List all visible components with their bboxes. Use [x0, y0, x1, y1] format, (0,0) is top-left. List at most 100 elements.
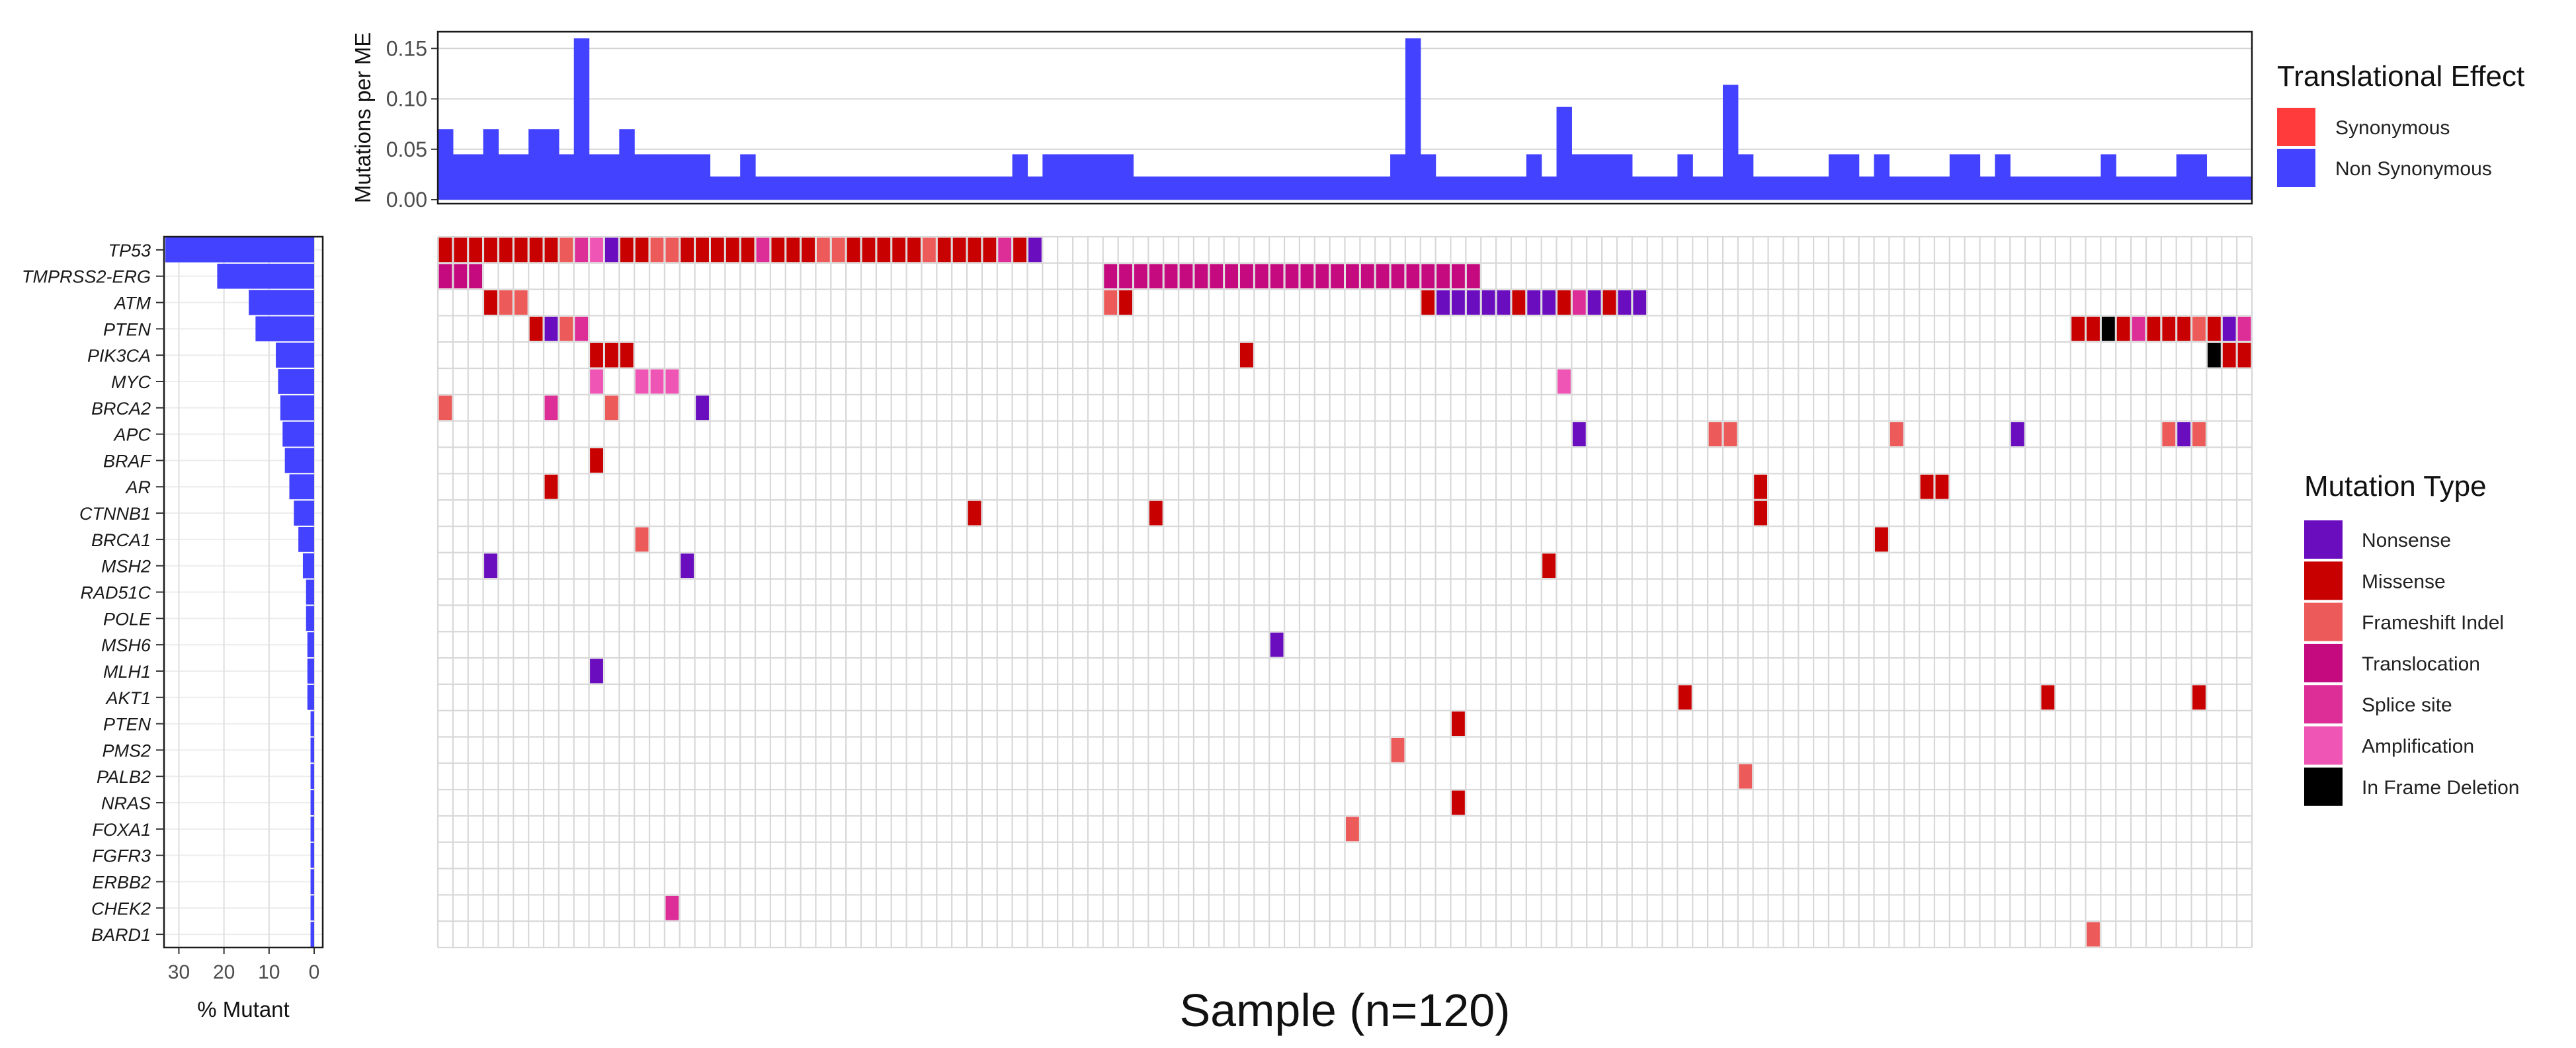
mutation-cell — [575, 316, 589, 341]
mutation-cell — [1360, 264, 1374, 289]
burden-bar — [936, 176, 952, 200]
burden-bar — [694, 154, 711, 200]
mutation-cell — [1013, 237, 1026, 262]
burden-bar — [1843, 154, 1860, 200]
burden-bar — [1571, 154, 1587, 200]
percent-bar — [310, 842, 314, 868]
legend-label: Nonsense — [2362, 530, 2451, 551]
mutation-cell — [1149, 501, 1163, 526]
mutation-cell — [2177, 422, 2191, 447]
mutation-cell — [1587, 290, 1601, 315]
legend-swatch — [2304, 726, 2343, 765]
mutation-cell — [1119, 264, 1132, 289]
burden-bar — [1148, 176, 1164, 200]
burden-bar — [1616, 154, 1633, 200]
x-axis-title: Sample (n=120) — [1179, 985, 1510, 1036]
burden-bar — [573, 38, 590, 200]
burden-bar — [1269, 176, 1285, 200]
mutation-cell — [454, 237, 468, 262]
legend-title: Translational Effect — [2277, 60, 2524, 93]
mutation-cell — [1436, 264, 1450, 289]
percent-bar — [307, 632, 314, 658]
burden-bar — [831, 176, 847, 200]
oncoprint-heatmap: Sample (n=120) — [436, 235, 2253, 1036]
burden-bar — [921, 176, 937, 200]
mutation-cell — [1739, 764, 1753, 789]
mutation-cell — [1572, 290, 1586, 315]
burden-bar — [2191, 154, 2208, 200]
burden-bar — [2010, 176, 2026, 200]
mutation-cell — [2177, 316, 2191, 341]
burden-bar — [1708, 176, 1724, 200]
mutation-cell — [2132, 316, 2145, 341]
mutation-cell — [590, 343, 603, 368]
mutation-cell — [816, 237, 830, 262]
y-tick-label: 0.05 — [386, 138, 427, 161]
mutation-cell — [831, 237, 845, 262]
burden-bar — [1722, 85, 1739, 200]
mutation-cell — [1935, 474, 1949, 499]
burden-bar — [1435, 176, 1452, 200]
mutation-cell — [1331, 264, 1344, 289]
mutation-cell — [1436, 290, 1450, 315]
burden-bar — [2176, 154, 2192, 200]
burden-bar — [649, 154, 665, 200]
burden-bar — [2222, 176, 2237, 200]
mutation-cell — [590, 448, 603, 473]
mutation-type-legend: Mutation Type Nonsense Missense Frameshift … — [2304, 470, 2519, 806]
gene-label: MYC — [111, 372, 151, 392]
mutation-cell — [2011, 422, 2024, 447]
mutation-cell — [2162, 316, 2176, 341]
burden-bar — [1737, 154, 1754, 200]
burden-bar — [2116, 176, 2132, 200]
burden-bar — [2100, 154, 2116, 200]
burden-bar — [452, 154, 469, 200]
burden-bar — [891, 176, 907, 200]
burden-bar — [1420, 154, 1436, 200]
legend-swatch — [2304, 561, 2343, 600]
burden-bar — [1677, 154, 1693, 200]
burden-bar — [1919, 176, 1935, 200]
burden-bar — [1753, 176, 1769, 200]
mutation-cell — [1452, 264, 1465, 289]
mutation-cell — [2087, 316, 2100, 341]
burden-bar — [1828, 154, 1845, 200]
mutation-cell — [604, 237, 618, 262]
mutation-cell — [1754, 474, 1768, 499]
mutation-cell — [1194, 264, 1208, 289]
mutation-cell — [1164, 264, 1178, 289]
mutation-cell — [1542, 553, 1556, 579]
mutation-cell — [907, 237, 921, 262]
burden-bar — [2206, 176, 2222, 200]
burden-bar — [1466, 176, 1481, 200]
mutation-cell — [1875, 527, 1888, 552]
mutation-cell — [560, 316, 573, 341]
mutation-cell — [696, 395, 709, 421]
percent-bar — [310, 790, 314, 815]
mutation-cell — [1708, 422, 1722, 447]
mutation-cell — [877, 237, 891, 262]
burden-bar — [846, 176, 862, 200]
gene-label: PTEN — [103, 319, 151, 339]
gene-label: ATM — [113, 294, 151, 313]
mutation-cell — [454, 264, 468, 289]
burden-bar — [1632, 176, 1648, 200]
mutation-cell — [2222, 343, 2236, 368]
percent-bar — [289, 474, 314, 500]
percent-bar — [294, 501, 314, 526]
burden-bar — [1073, 154, 1089, 200]
burden-bar — [1889, 176, 1905, 200]
burden-bar — [2237, 176, 2253, 200]
mutation-cell — [2101, 316, 2115, 341]
burden-bar — [755, 176, 771, 200]
mutation-cell — [2041, 685, 2055, 710]
burden-bar — [1208, 176, 1225, 200]
translational-effect-legend: Translational Effect Synonymous Non Synony… — [2277, 60, 2524, 187]
mutation-cell — [1119, 290, 1132, 315]
burden-bar — [1813, 176, 1829, 200]
percent-bar — [310, 895, 314, 921]
mutation-cell — [1421, 290, 1435, 315]
mutation-cell — [786, 237, 800, 262]
burden-bar — [1058, 154, 1073, 200]
burden-bar — [1345, 176, 1360, 200]
